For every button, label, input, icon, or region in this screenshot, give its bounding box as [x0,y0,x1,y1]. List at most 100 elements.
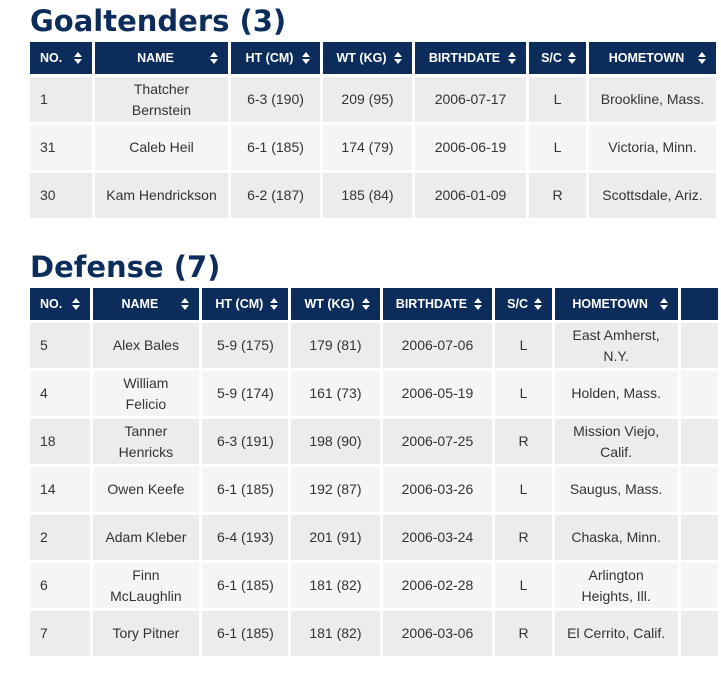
cell-height: 5-9 (175) [202,323,289,371]
cell-hometown: Saugus, Mass. [554,467,678,515]
cell-weight: 209 (95) [323,77,412,125]
column-header-height[interactable]: HT (CM) [202,288,289,323]
cell-shoots-catches: L [495,323,552,371]
cell-overflow [680,467,718,515]
cell-birthdate: 2006-01-09 [415,173,526,221]
sort-icon[interactable] [394,52,403,64]
cell-name: Alex Bales [92,323,200,371]
sort-icon[interactable] [270,298,279,310]
cell-name: Finn McLaughlin [92,563,200,611]
column-header-weight[interactable]: WT (KG) [323,42,412,77]
cell-birthdate: 2006-05-19 [382,371,493,419]
sort-icon[interactable] [698,52,707,64]
column-header-label: HT (CM) [215,297,264,311]
cell-hometown: East Amherst, N.Y. [554,323,678,371]
cell-height: 6-1 (185) [202,563,289,611]
column-header-weight[interactable]: WT (KG) [291,288,380,323]
cell-weight: 174 (79) [323,125,412,173]
goaltenders-heading: Goaltenders (3) [30,4,287,38]
column-header-label: HOMETOWN [608,51,685,65]
cell-hometown: Holden, Mass. [554,371,678,419]
sort-icon[interactable] [533,298,543,310]
defense-table: NO. NAME HT (CM) WT (KG) BIRTHDATE S/C HOMETOW… [30,288,721,659]
cell-shoots-catches: L [495,467,552,515]
goaltenders-table: NO. NAME HT (CM) WT (KG) BIRTHDATE S/C HOMETOW… [30,42,719,221]
table-row: 2 Adam Kleber 6-4 (193) 201 (91) 2006-03-24 R… [30,515,718,563]
table-row: 6 Finn McLaughlin 6-1 (185) 181 (82) 2006-02… [30,563,718,611]
column-header-label: HOMETOWN [572,297,648,311]
cell-overflow [680,419,718,467]
cell-name: Tanner Henricks [92,419,200,467]
cell-overflow [680,515,718,563]
cell-height: 6-1 (185) [202,611,289,659]
cell-birthdate: 2006-07-17 [415,77,526,125]
column-header-label: NO. [40,51,63,65]
sort-icon[interactable] [474,298,483,310]
column-header-shoots-catches[interactable]: S/C [529,42,586,77]
column-header-hometown[interactable]: HOMETOWN [589,42,716,77]
table-row: 1 Thatcher Bernstein 6-3 (190) 209 (95) 2006… [30,77,716,125]
column-header-birthdate[interactable]: BIRTHDATE [382,288,493,323]
cell-overflow [680,323,718,371]
cell-name: William Felicio [92,371,200,419]
table-row: 14 Owen Keefe 6-1 (185) 192 (87) 2006-03-26 L… [30,467,718,515]
column-header-height[interactable]: HT (CM) [231,42,320,77]
column-header-label: WT (KG) [304,297,355,311]
column-header-label: NAME [137,51,174,65]
column-header-label: NO. [40,297,63,311]
sort-icon[interactable] [71,298,81,310]
cell-hometown: El Cerrito, Calif. [554,611,678,659]
cell-shoots-catches: R [495,419,552,467]
cell-name: Caleb Heil [95,125,228,173]
cell-height: 5-9 (174) [202,371,289,419]
cell-name: Kam Hendrickson [95,173,228,221]
column-header-hometown[interactable]: HOMETOWN [554,288,678,323]
column-header-name[interactable]: NAME [92,288,200,323]
table-row: 18 Tanner Henricks 6-3 (191) 198 (90) 2006-0… [30,419,718,467]
cell-birthdate: 2006-03-26 [382,467,493,515]
cell-name: Owen Keefe [92,467,200,515]
column-header-label: BIRTHDATE [395,297,468,311]
sort-icon[interactable] [361,298,371,310]
column-header-name[interactable]: NAME [95,42,228,77]
cell-shoots-catches: L [529,125,586,173]
column-header-number[interactable]: NO. [30,42,92,77]
cell-hometown: Scottsdale, Ariz. [589,173,716,221]
sort-icon[interactable] [568,52,577,64]
cell-weight: 181 (82) [291,563,380,611]
cell-number: 1 [30,77,92,125]
cell-height: 6-3 (191) [202,419,289,467]
sort-icon[interactable] [302,52,311,64]
column-header-shoots-catches[interactable]: S/C [495,288,552,323]
cell-overflow [680,371,718,419]
cell-hometown: Arlington Heights, Ill. [554,563,678,611]
cell-number: 18 [30,419,90,467]
goaltenders-section: Goaltenders (3) NO. NAME HT (CM) WT (KG) BIR… [30,3,721,221]
cell-hometown: Chaska, Minn. [554,515,678,563]
column-header-birthdate[interactable]: BIRTHDATE [415,42,526,77]
cell-number: 30 [30,173,92,221]
sort-icon[interactable] [508,52,517,64]
cell-shoots-catches: R [495,515,552,563]
cell-height: 6-1 (185) [202,467,289,515]
cell-shoots-catches: R [529,173,586,221]
sort-icon[interactable] [181,298,190,310]
cell-shoots-catches: R [495,611,552,659]
cell-name: Adam Kleber [92,515,200,563]
cell-overflow [680,611,718,659]
sort-icon[interactable] [659,298,669,310]
cell-number: 6 [30,563,90,611]
sort-icon[interactable] [74,52,83,64]
header-row: NO. NAME HT (CM) WT (KG) BIRTHDATE S/C HOMETOW… [30,42,716,77]
cell-weight: 179 (81) [291,323,380,371]
table-row: 7 Tory Pitner 6-1 (185) 181 (82) 2006-03-06 R… [30,611,718,659]
cell-weight: 198 (90) [291,419,380,467]
header-row: NO. NAME HT (CM) WT (KG) BIRTHDATE S/C HOMETOW… [30,288,718,323]
cell-weight: 192 (87) [291,467,380,515]
cell-height: 6-3 (190) [231,77,320,125]
sort-icon[interactable] [210,52,219,64]
cell-birthdate: 2006-07-06 [382,323,493,371]
cell-weight: 161 (73) [291,371,380,419]
cell-height: 6-2 (187) [231,173,320,221]
column-header-number[interactable]: NO. [30,288,90,323]
